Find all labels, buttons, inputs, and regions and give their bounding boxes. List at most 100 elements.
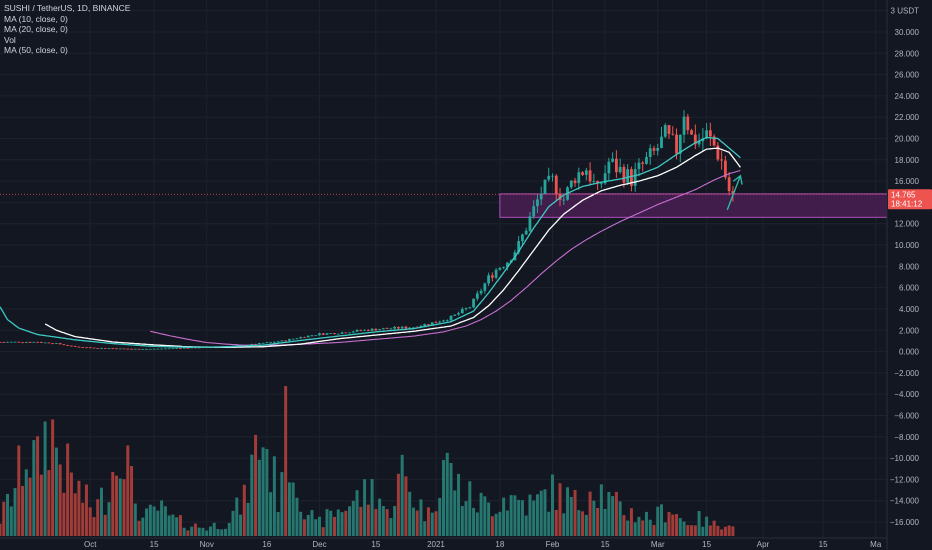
volume-bar-up — [272, 456, 276, 536]
candle-body-up — [348, 332, 351, 334]
candle-body-down — [39, 342, 43, 343]
volume-bar-up — [291, 482, 295, 536]
candle-body-down — [70, 345, 73, 347]
candle-body-down — [434, 322, 438, 324]
volume-bar-up — [9, 506, 13, 536]
candle-body-down — [712, 136, 716, 146]
chart-legend: SUSHI / TetherUS, 1D, BINANCE MA (10, cl… — [4, 3, 130, 56]
candle-body-down — [0, 341, 2, 343]
candle-body-up — [145, 348, 148, 350]
volume-bar-up — [205, 530, 209, 536]
volume-bar-down — [36, 436, 40, 536]
candle-body-up — [340, 332, 344, 334]
candle-body-down — [137, 348, 141, 350]
volume-bar-up — [400, 454, 404, 536]
y-tick-label: 22.000 — [895, 113, 920, 122]
volume-bar-up — [464, 501, 468, 536]
candle-body-up — [468, 307, 472, 309]
volume-bar-up — [599, 484, 603, 536]
y-tick-label: −10.000 — [890, 454, 920, 463]
volume-bar-down — [284, 386, 288, 536]
volume-bar-up — [336, 509, 340, 536]
symbol-title[interactable]: SUSHI / TetherUS, 1D, BINANCE — [4, 3, 131, 13]
volume-bar-down — [2, 501, 6, 536]
volume-bar-down — [17, 445, 21, 536]
candle-body-up — [528, 216, 532, 231]
moving-averages — [0, 136, 741, 348]
volume-bar-down — [130, 465, 134, 536]
volume-bar-up — [509, 495, 513, 536]
volume-bar-up — [317, 516, 321, 536]
x-tick-label: Feb — [546, 540, 560, 549]
volume-bar-up — [539, 490, 543, 536]
volume-bar-up — [663, 522, 667, 536]
candle-body-up — [329, 333, 333, 334]
candle-body-down — [21, 342, 24, 344]
ma10-indicator-label[interactable]: MA (10, close, 0) — [4, 13, 68, 24]
candle-body-up — [163, 348, 167, 350]
volume-bar-up — [547, 511, 551, 536]
volume-bar-down — [690, 525, 694, 536]
volume-bar-down — [558, 483, 562, 536]
volume-bar-up — [637, 516, 641, 536]
candle-body-up — [412, 327, 415, 329]
volume-bar-up — [550, 474, 554, 536]
volume-bar-down — [242, 484, 246, 536]
candle-body-down — [708, 130, 712, 137]
candle-body-up — [190, 347, 194, 349]
candle-body-down — [716, 145, 720, 160]
candle-body-up — [517, 241, 521, 253]
volume-bar-up — [479, 492, 483, 536]
volume-bar-up — [618, 501, 622, 536]
current-price-value: 14.765 — [891, 190, 916, 199]
volume-bar-down — [77, 480, 81, 536]
volume-bar-up — [408, 491, 412, 536]
candle-countdown: 18:41:12 — [891, 199, 923, 208]
candle-body-up — [423, 324, 427, 327]
ma50-indicator-label[interactable]: MA (50, close, 0) — [4, 45, 68, 55]
candle-body-up — [637, 162, 641, 170]
volume-bar-down — [596, 507, 600, 536]
volume-bar-up — [13, 488, 17, 536]
candle-body-up — [626, 169, 630, 183]
candle-body-down — [622, 166, 626, 183]
volume-bar-up — [697, 510, 701, 536]
candle-body-up — [197, 347, 201, 349]
candle-body-up — [295, 338, 299, 340]
candle-body-up — [697, 141, 701, 145]
volume-bar-down — [686, 525, 690, 536]
candle-body-up — [498, 267, 502, 270]
candle-body-down — [88, 347, 92, 349]
volume-bar-up — [348, 506, 352, 536]
rebound-arrow-head — [732, 174, 743, 185]
candle-body-up — [314, 335, 318, 337]
volume-bar-down — [641, 520, 645, 536]
volume-bar-up — [633, 522, 637, 536]
volume-bar-up — [216, 529, 220, 536]
volume-bar-up — [603, 508, 607, 536]
candle-body-up — [487, 275, 491, 284]
volume-bar-down — [69, 472, 73, 536]
volume-bar-up — [524, 515, 528, 536]
volume-bar-up — [287, 482, 291, 536]
volume-bar-up — [513, 495, 517, 536]
candle-body-down — [254, 343, 257, 345]
volume-bar-down — [359, 506, 363, 536]
volume-bar-down — [103, 514, 107, 536]
candle-body-up — [408, 327, 412, 329]
x-tick-label: 18 — [495, 540, 504, 549]
ma20-indicator-label[interactable]: MA (20, close, 0) — [4, 24, 68, 34]
candle-body-down — [66, 345, 70, 346]
candle-body-up — [445, 320, 449, 322]
volume-bar-down — [723, 526, 727, 536]
volume-indicator-label[interactable]: Vol — [4, 34, 16, 45]
volume-bar-up — [453, 490, 457, 536]
volume-bar-up — [182, 527, 186, 536]
candle-body-up — [543, 179, 547, 194]
volume-bar-up — [393, 505, 397, 536]
candle-body-down — [554, 175, 558, 195]
candle-body-down — [17, 341, 21, 343]
